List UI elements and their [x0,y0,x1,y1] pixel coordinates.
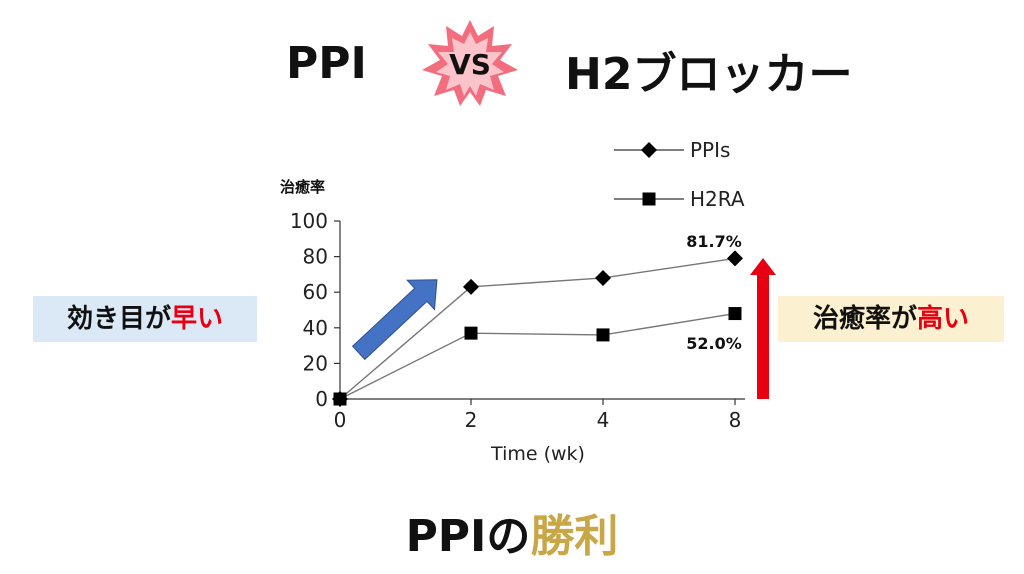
legend-label: PPIs [690,138,730,162]
title-h2-blocker: H2ブロッカー [565,49,853,100]
data-point-ppis [595,269,611,286]
legend-label: H2RA [690,187,745,211]
title-ppi: PPI [286,38,367,89]
y-tick-label: 0 [315,387,328,411]
callout-right-prefix: 治癒率が [812,304,917,334]
y-axis-title: 治癒率 [280,178,325,196]
footer-title: PPIの勝利 [0,500,1024,564]
series-line-h2ra [339,312,736,400]
y-tick-label: 20 [303,351,328,375]
data-label: 81.7% [686,232,742,251]
callout-left-highlight: 早い [171,304,224,334]
blue-arrow-shape [351,279,438,361]
x-tick-label: 2 [465,408,478,432]
y-tick-label: 80 [303,245,328,269]
data-point-ppis [727,250,743,267]
y-tick-label: 40 [303,316,328,340]
data-point-ppis [463,278,479,295]
blue-up-arrow-icon [351,279,438,361]
red-up-arrow-icon [750,258,776,399]
y-tick-label: 60 [303,280,328,304]
y-tick-label: 100 [290,209,328,233]
x-tick-label: 4 [597,408,610,432]
data-point-h2ra [464,326,478,340]
data-point-h2ra [728,307,742,321]
callout-fast-onset: 効き目が早い [33,296,257,342]
x-axis-title: Time (wk) [490,443,585,465]
data-point-h2ra [333,392,347,406]
footer-prefix: PPIの [405,511,531,562]
series-line-ppis [339,257,736,400]
legend-marker [641,142,657,158]
vs-starburst-icon: VS [422,20,518,106]
x-tick-label: 8 [729,408,742,432]
callout-right-highlight: 高い [917,304,970,334]
x-tick-label: 0 [334,408,347,432]
callout-high-healing-rate: 治癒率が高い [778,296,1004,342]
vs-label: VS [449,48,491,81]
callout-left-prefix: 効き目が [66,304,171,334]
data-point-h2ra [596,328,610,342]
legend-marker [642,192,656,206]
data-label: 52.0% [686,334,742,353]
footer-highlight: 勝利 [530,511,619,562]
vs-star-inner [436,32,504,96]
